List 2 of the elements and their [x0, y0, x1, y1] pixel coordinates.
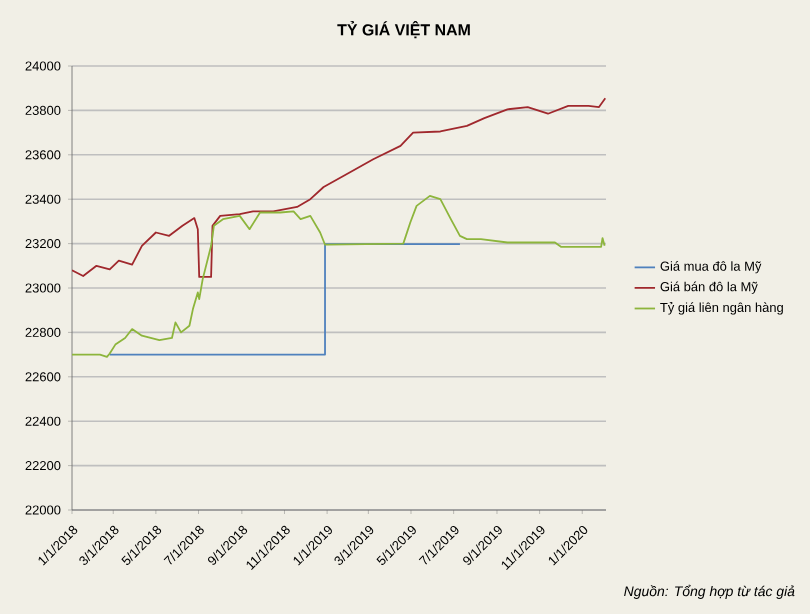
- line-series: [72, 194, 606, 358]
- line-series: [72, 97, 606, 278]
